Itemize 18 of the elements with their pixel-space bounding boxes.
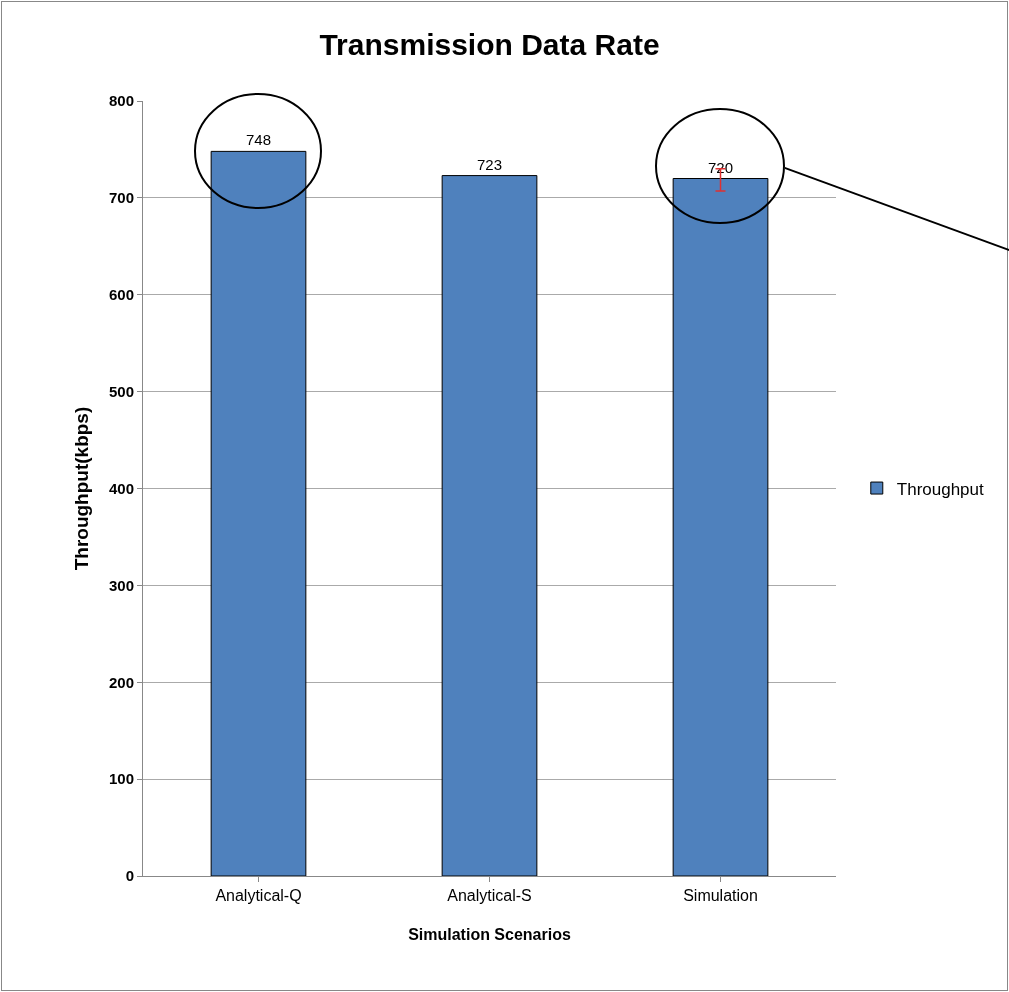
x-tick-label: Simulation — [683, 887, 758, 905]
y-tick-label: 400 — [108, 479, 134, 497]
data-label: 723 — [476, 155, 503, 173]
y-tick-label: 700 — [108, 189, 134, 207]
y-tick-label: 0 — [125, 867, 134, 885]
y-tick-label: 200 — [108, 673, 134, 691]
y-tick-label: 600 — [108, 286, 134, 303]
y-tick-label: 300 — [108, 576, 134, 594]
y-tick-label: 500 — [108, 382, 134, 400]
x-tick-label: Analytical-S — [447, 887, 532, 905]
x-axis-title: Simulation Scenarios — [408, 925, 571, 943]
legend-label: Throughput — [896, 479, 985, 499]
chart-title: Transmission Data Rate — [319, 28, 660, 62]
y-tick-label: 800 — [108, 92, 134, 110]
data-label: 748 — [245, 131, 272, 149]
y-axis-title: Throughput(kbps) — [70, 406, 92, 571]
x-tick-label: Analytical-Q — [215, 887, 302, 905]
y-tick-label: 100 — [108, 770, 134, 788]
